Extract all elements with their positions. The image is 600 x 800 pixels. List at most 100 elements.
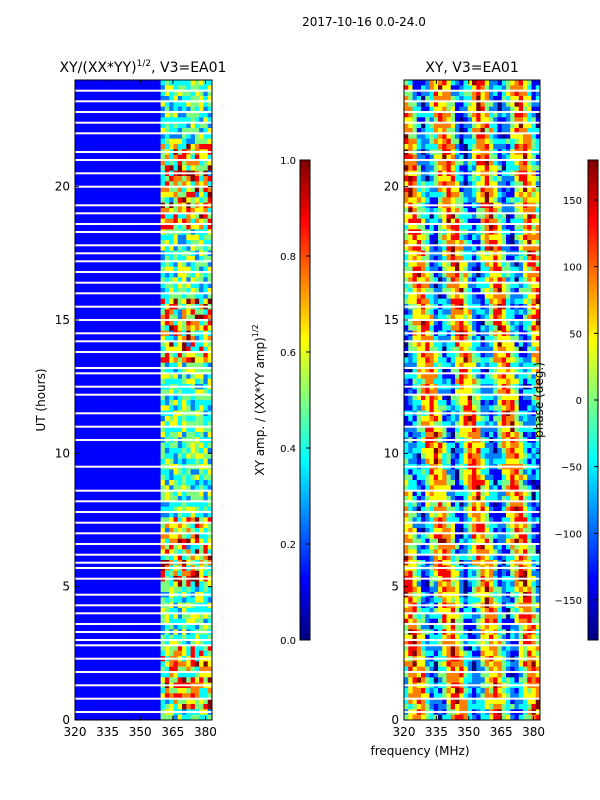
heatmap-cell: [476, 234, 481, 241]
heatmap-cell: [147, 522, 153, 529]
heatmap-cell: [472, 240, 477, 246]
heatmap-cell: [164, 677, 170, 683]
heatmap-cell: [514, 101, 520, 107]
heatmap-cell: [190, 357, 196, 363]
heatmap-cell: [122, 634, 127, 641]
heatmap-cell: [416, 96, 422, 102]
heatmap-cell: [416, 128, 422, 134]
heatmap-cell: [404, 85, 409, 91]
heatmap-cell: [182, 533, 187, 539]
heatmap-cell: [143, 517, 149, 523]
heatmap-cell: [190, 661, 196, 667]
heatmap-cell: [143, 618, 149, 625]
heatmap-cell: [113, 80, 119, 86]
heatmap-cell: [156, 688, 161, 694]
heatmap-cell: [113, 672, 119, 678]
heatmap-cell: [173, 400, 179, 406]
heatmap-cell: [147, 357, 153, 363]
heatmap-cell: [87, 645, 93, 651]
heatmap-cell: [143, 677, 149, 683]
heatmap-cell: [160, 597, 166, 603]
heatmap-cell: [79, 176, 84, 182]
heatmap-cell: [459, 213, 464, 219]
heatmap-cell: [207, 256, 213, 262]
heatmap-cell: [143, 186, 149, 193]
heatmap-cell: [412, 122, 418, 129]
heatmap-cell: [480, 85, 486, 91]
heatmap-cell: [463, 138, 469, 145]
heatmap-cell: [83, 490, 89, 497]
heatmap-cell: [203, 672, 209, 678]
heatmap-cell: [177, 133, 183, 139]
heatmap-cell: [207, 176, 213, 182]
data-gap-row: [75, 260, 212, 263]
heatmap-cell: [122, 378, 127, 385]
heatmap-cell: [489, 154, 494, 161]
heatmap-cell: [113, 325, 119, 331]
heatmap-cell: [207, 197, 213, 203]
heatmap-cell: [164, 266, 170, 273]
heatmap-cell: [104, 160, 110, 166]
heatmap-cell: [104, 373, 110, 379]
heatmap-cell: [510, 213, 515, 219]
heatmap-cell: [79, 432, 84, 438]
heatmap-cell: [177, 416, 183, 422]
heatmap-cell: [117, 714, 123, 721]
heatmap-cell: [207, 421, 213, 427]
heatmap-cell: [104, 128, 110, 134]
heatmap-cell: [83, 192, 89, 198]
heatmap-cell: [182, 266, 187, 273]
heatmap-cell: [190, 197, 196, 203]
heatmap-cell: [117, 85, 123, 91]
heatmap-cell: [92, 106, 97, 113]
heatmap-cell: [408, 181, 413, 187]
heatmap-cell: [194, 544, 200, 550]
heatmap-cell: [535, 197, 541, 203]
heatmap-cell: [75, 421, 80, 427]
heatmap-cell: [467, 240, 473, 246]
heatmap-cell: [96, 90, 101, 97]
heatmap-cell: [203, 234, 209, 241]
heatmap-cell: [497, 154, 503, 161]
heatmap-cell: [113, 645, 119, 651]
heatmap-cell: [117, 240, 123, 246]
heatmap-cell: [147, 613, 153, 619]
heatmap-cell: [143, 266, 149, 273]
heatmap-cell: [160, 581, 166, 587]
heatmap-cell: [182, 320, 187, 326]
heatmap-cell: [173, 256, 179, 262]
heatmap-cell: [156, 90, 161, 97]
heatmap-cell: [412, 245, 418, 251]
heatmap-cell: [455, 165, 460, 171]
heatmap-cell: [104, 645, 110, 651]
heatmap-cell: [104, 517, 110, 523]
heatmap-cell: [433, 224, 439, 230]
heatmap-cell: [194, 405, 200, 411]
heatmap-cell: [87, 586, 93, 593]
heatmap-cell: [134, 490, 140, 497]
heatmap-cell: [117, 538, 123, 545]
heatmap-cell: [113, 698, 119, 705]
heatmap-cell: [75, 96, 80, 102]
heatmap-cell: [156, 309, 161, 315]
heatmap-cell: [455, 224, 460, 230]
heatmap-cell: [113, 256, 119, 262]
heatmap-cell: [143, 341, 149, 347]
heatmap-cell: [117, 165, 123, 171]
heatmap-cell: [134, 154, 140, 161]
heatmap-cell: [182, 634, 187, 641]
heatmap-cell: [497, 128, 503, 134]
heatmap-cell: [463, 245, 469, 251]
heatmap-cell: [173, 341, 179, 347]
heatmap-cell: [109, 181, 114, 187]
heatmap-cell: [480, 160, 486, 166]
heatmap-cell: [130, 341, 136, 347]
heatmap-cell: [506, 176, 511, 182]
heatmap-cell: [117, 677, 123, 683]
heatmap-cell: [446, 192, 452, 198]
heatmap-cell: [156, 613, 161, 619]
heatmap-cell: [83, 624, 89, 630]
heatmap-cell: [186, 586, 191, 593]
heatmap-cell: [164, 122, 170, 129]
heatmap-cell: [83, 554, 89, 561]
